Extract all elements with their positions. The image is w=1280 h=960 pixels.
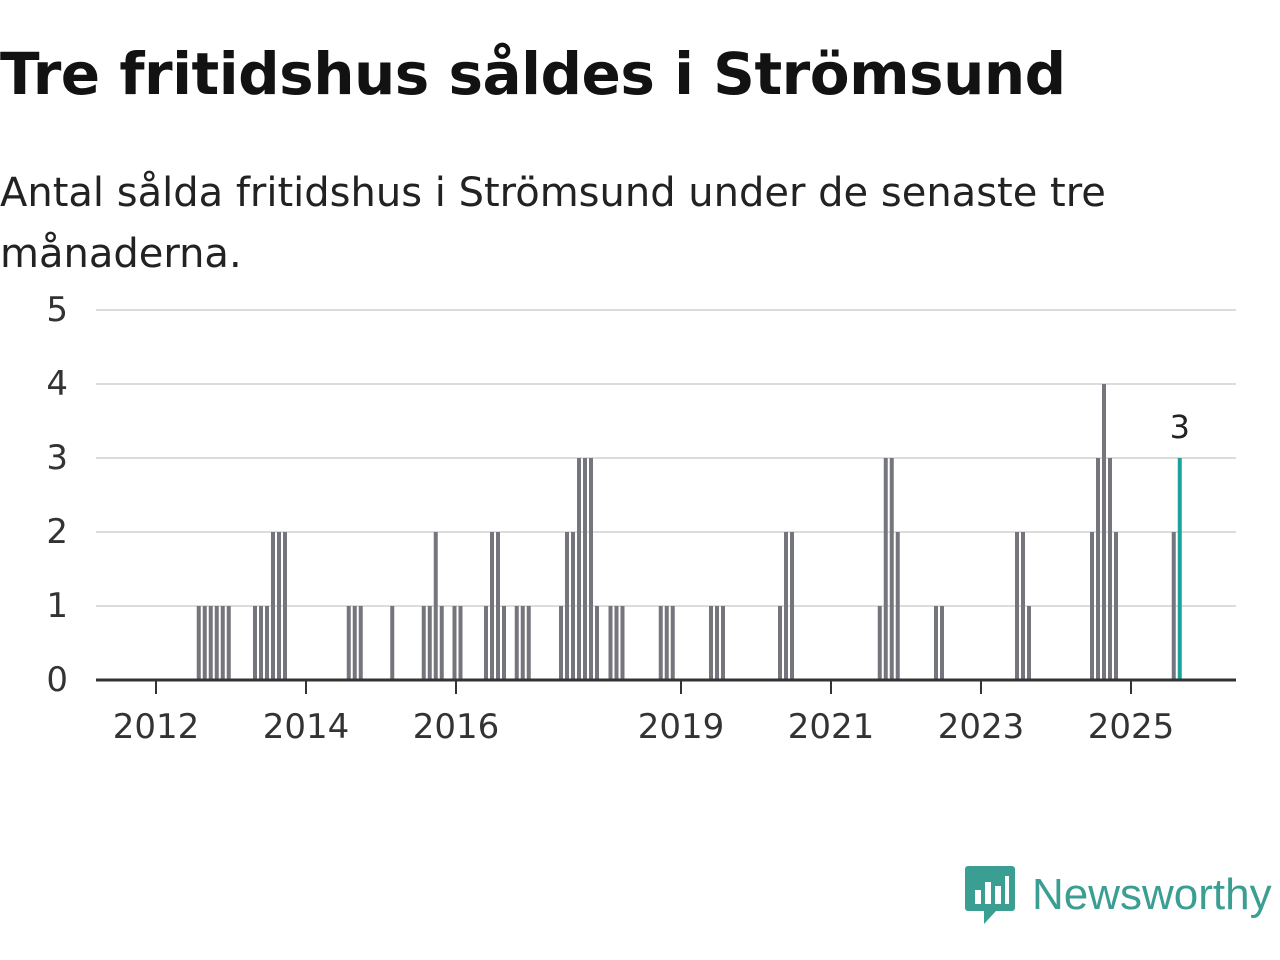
- bar: [790, 532, 794, 680]
- bar: [452, 606, 457, 680]
- bar: [709, 606, 713, 680]
- bar: [934, 606, 938, 680]
- bar: [202, 606, 207, 680]
- bar: [571, 532, 575, 680]
- bar: [196, 606, 201, 680]
- bar: [439, 606, 444, 680]
- y-tick-label: 1: [46, 586, 68, 626]
- y-tick-label: 4: [46, 364, 68, 404]
- bar: [265, 606, 269, 680]
- x-tick-label: 2021: [788, 707, 875, 747]
- bar: [784, 532, 788, 680]
- x-tick-label: 2014: [263, 707, 350, 747]
- bar: [664, 606, 669, 680]
- bar: [1096, 458, 1100, 680]
- bar: [559, 606, 563, 680]
- bars: [196, 384, 1182, 680]
- bar: [608, 606, 613, 680]
- x-tick-label: 2023: [938, 707, 1025, 747]
- bar: [277, 532, 281, 680]
- bar: [271, 532, 275, 680]
- bar: [1021, 532, 1025, 680]
- bar: [1015, 532, 1019, 680]
- x-tick-label: 2012: [113, 707, 200, 747]
- bar: [346, 606, 351, 680]
- bar: [208, 606, 213, 680]
- bar: [670, 606, 675, 680]
- bar: [1027, 606, 1031, 680]
- bar: [883, 458, 888, 680]
- bar: [220, 606, 225, 680]
- bar: [421, 606, 426, 680]
- bar-chart-speech-bubble-icon: [965, 866, 1015, 924]
- bar: [589, 458, 593, 680]
- y-tick-label: 2: [46, 512, 68, 552]
- brand-name: Newsworthy: [1032, 870, 1272, 919]
- bar: [940, 606, 944, 680]
- newsworthy-logo: Newsworthy: [964, 864, 1272, 926]
- bar: [565, 532, 569, 680]
- bar: [1090, 532, 1094, 680]
- bar: [214, 606, 219, 680]
- axes: [96, 678, 1236, 694]
- bar-highlight: [1177, 458, 1182, 680]
- bar: [502, 606, 506, 680]
- bar: [1102, 384, 1106, 680]
- x-tick-label: 2016: [413, 707, 500, 747]
- bar: [490, 532, 494, 680]
- bar: [595, 606, 599, 680]
- bar: [259, 606, 263, 680]
- bar: [514, 606, 519, 680]
- bar: [889, 458, 894, 680]
- gridlines: [96, 309, 1236, 607]
- bar: [358, 606, 363, 680]
- bar: [721, 606, 725, 680]
- bar: [520, 606, 525, 680]
- bar: [352, 606, 357, 680]
- bar: [390, 606, 395, 680]
- bar: [1114, 532, 1118, 680]
- bar: [1171, 532, 1176, 680]
- chart-subtitle: Antal sålda fritidshus i Strömsund under…: [0, 170, 1106, 277]
- bar: [614, 606, 619, 680]
- bar: [895, 532, 900, 680]
- bar: [877, 606, 882, 680]
- bar: [658, 606, 663, 680]
- bar: [526, 606, 531, 680]
- bar: [253, 606, 257, 680]
- bar: [283, 532, 287, 680]
- bar: [427, 606, 432, 680]
- bar: [496, 532, 500, 680]
- y-tick-label: 3: [46, 438, 68, 478]
- bar: [715, 606, 719, 680]
- labels: 0 1 2 3 4 5 3 2012 2014 2016 2019 2021 2023 2025: [46, 290, 1190, 747]
- bar: [484, 606, 488, 680]
- y-tick-label: 5: [46, 290, 68, 330]
- bar: [778, 606, 782, 680]
- bar: [433, 532, 438, 680]
- bar: [583, 458, 587, 680]
- x-tick-label: 2019: [638, 707, 725, 747]
- bar: [226, 606, 231, 680]
- chart-title: Tre fritidshus såldes i Strömsund: [0, 40, 1066, 108]
- y-tick-label: 0: [46, 660, 68, 700]
- bar: [577, 458, 581, 680]
- highlight-value-label: 3: [1170, 408, 1190, 446]
- bar: [620, 606, 625, 680]
- x-tick-label: 2025: [1088, 707, 1175, 747]
- bar: [458, 606, 463, 680]
- bar: [1108, 458, 1112, 680]
